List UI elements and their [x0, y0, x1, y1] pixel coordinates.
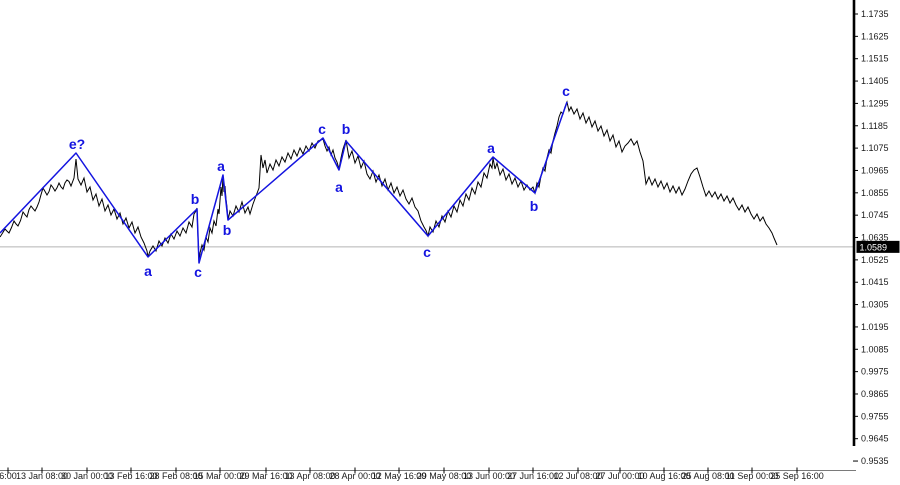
time-tick-label: 28 Apr 00:00: [329, 471, 380, 481]
time-tick-label: 30 Jan 00:00: [61, 471, 113, 481]
time-tick-label: 25 Aug 08:00: [681, 471, 734, 481]
time-tick-label: 27 Jul 00:00: [595, 471, 644, 481]
wave-label: b: [223, 222, 232, 238]
time-tick-label: 29 May 08:00: [417, 471, 472, 481]
price-tick-label: 1.0085: [861, 344, 889, 354]
price-tick-label: 1.1735: [861, 9, 889, 19]
wave-label: a: [487, 140, 495, 156]
price-axis[interactable]: 1.1735 1.1625 1.1515 1.1405 1.1295 1.1185 1.10…: [852, 0, 889, 466]
time-tick-label: 12 Jul 08:00: [553, 471, 602, 481]
wave-label: b: [530, 198, 539, 214]
wave-label: a: [217, 158, 225, 174]
price-series-line: [0, 100, 778, 264]
wave-label: c: [318, 121, 326, 137]
time-tick-label: 13 Jun 00:00: [463, 471, 515, 481]
time-tick-label: 25 Sep 16:00: [770, 471, 824, 481]
price-tick-label: 1.0635: [861, 233, 889, 243]
wave-label: a: [144, 263, 152, 279]
price-tick-label: 1.0305: [861, 300, 889, 310]
current-price-badge-bg: [856, 240, 900, 253]
time-tick-label: 12 May 16:00: [372, 471, 427, 481]
price-tick-label: 1.1405: [861, 76, 889, 86]
current-price-badge: 1.0589: [856, 240, 900, 253]
time-tick-label: 28 Feb 08:00: [149, 471, 202, 481]
price-tick-label: 1.1295: [861, 98, 889, 108]
wave-label: b: [191, 191, 200, 207]
current-price-badge-text: 1.0589: [860, 242, 888, 252]
price-tick-label: 1.1515: [861, 54, 889, 64]
price-tick-label: 0.9645: [861, 434, 889, 444]
time-tick-label: 13 Jan 08:00: [16, 471, 68, 481]
time-tick-label: 15 Mar 00:00: [193, 471, 246, 481]
time-tick-label: 10 Aug 16:00: [637, 471, 690, 481]
wave-zigzag-line: [0, 101, 568, 264]
price-tick-label: 1.1185: [861, 121, 888, 131]
wave-label: c: [194, 264, 202, 280]
price-tick-label: 1.0745: [861, 210, 889, 220]
time-tick-label: 27 Jun 16:00: [507, 471, 559, 481]
price-tick-label: 1.1625: [861, 31, 889, 41]
price-tick-label: 0.9975: [861, 367, 889, 377]
price-tick-label: 0.9755: [861, 411, 889, 421]
price-tick-label: 1.0195: [861, 322, 889, 332]
wave-label: b: [342, 121, 351, 137]
time-tick-label: 13 Feb 16:00: [104, 471, 157, 481]
wave-label: a: [335, 179, 343, 195]
wave-label: c: [423, 244, 431, 260]
price-tick-label: 0.9865: [861, 389, 889, 399]
price-tick-label: 1.0525: [861, 255, 889, 265]
price-tick-label: 1.0855: [861, 188, 889, 198]
price-tick-label: 1.0415: [861, 277, 889, 287]
price-tick-label: 1.1075: [861, 143, 889, 153]
time-tick-label: 11 Sep 00:00: [726, 471, 779, 481]
time-tick-label: 6:00: [0, 471, 17, 481]
time-tick-label: 13 Apr 08:00: [284, 471, 335, 481]
price-tick-label: 1.0965: [861, 165, 889, 175]
wave-label: c: [562, 83, 570, 99]
price-tick-label: 0.9535: [861, 456, 889, 466]
wave-label: e?: [69, 136, 85, 152]
time-tick-label: 29 Mar 16:00: [239, 471, 292, 481]
